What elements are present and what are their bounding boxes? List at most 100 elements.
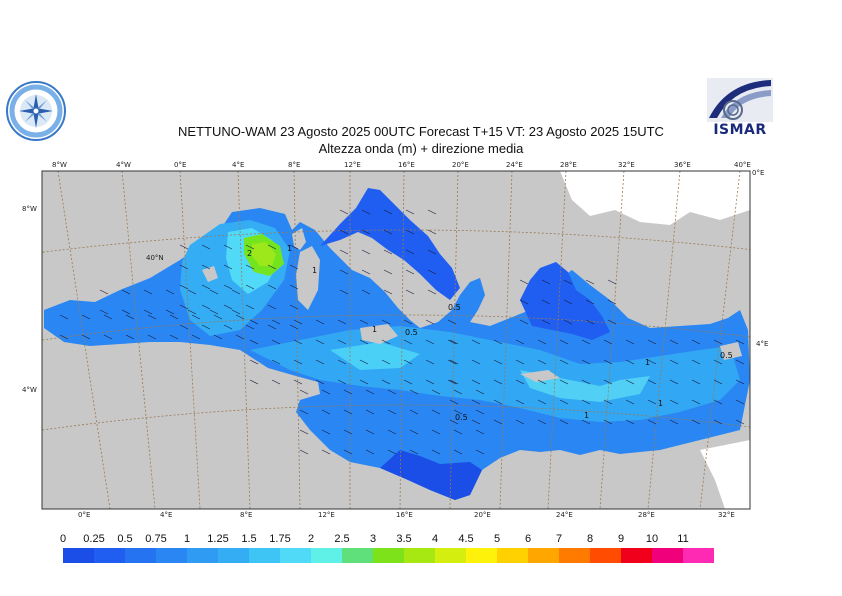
contour-label: 0.5: [720, 351, 733, 360]
longitude-tick-label: 32°E: [618, 161, 635, 169]
direction-arrow: [99, 309, 109, 315]
direction-arrow: [559, 399, 569, 405]
direction-arrow: [231, 289, 241, 295]
direction-arrow: [563, 299, 573, 305]
contour-label: 1: [287, 244, 292, 253]
direction-arrow: [201, 284, 211, 290]
direction-arrow: [691, 359, 701, 365]
direction-arrow: [669, 379, 679, 385]
direction-arrow: [359, 379, 369, 385]
legend-label: 0.25: [83, 533, 105, 545]
direction-arrow: [267, 264, 277, 270]
contour-label: 1: [658, 399, 663, 408]
direction-arrow: [293, 359, 303, 365]
direction-arrow: [475, 409, 485, 415]
direction-arrow: [691, 419, 701, 425]
direction-arrow: [59, 334, 69, 340]
wave-height-map: 2 1 1 0.5 0.5 1 0.5 1 1 0.5 1 8°W 4°W 0°E 4…: [22, 161, 768, 519]
direction-arrow: [453, 449, 463, 455]
direction-arrow: [299, 389, 309, 395]
direction-arrow: [249, 359, 259, 365]
longitude-tick-label: 40°E: [734, 161, 751, 169]
direction-arrow: [449, 379, 459, 385]
direction-arrow: [293, 339, 303, 345]
direction-arrow: [223, 264, 233, 270]
direction-arrow: [425, 339, 435, 345]
direction-arrow: [321, 429, 331, 435]
direction-arrow: [603, 399, 613, 405]
longitude-tick-label: 8°E: [240, 511, 252, 519]
direction-arrow: [427, 249, 437, 255]
direction-arrow: [165, 309, 175, 315]
direction-arrow: [647, 399, 657, 405]
direction-arrow: [143, 309, 153, 315]
direction-arrow: [563, 279, 573, 285]
direction-arrow: [669, 399, 679, 405]
direction-arrow: [559, 359, 569, 365]
direction-arrow: [691, 339, 701, 345]
direction-arrow: [405, 269, 415, 275]
legend-swatch: [249, 548, 280, 563]
bottom-longitude-ticks: 0°E 4°E 8°E 12°E 16°E 20°E 24°E 28°E 32°E: [78, 511, 735, 519]
ice-mask-upper: [560, 171, 750, 225]
direction-arrow: [381, 379, 391, 385]
direction-arrow: [425, 379, 435, 385]
direction-arrow: [387, 449, 397, 455]
direction-arrow: [147, 334, 157, 340]
direction-arrow: [245, 244, 255, 250]
contour-label: 0.5: [405, 328, 418, 337]
direction-arrow: [121, 309, 131, 315]
direction-arrow: [179, 324, 189, 330]
direction-arrow: [669, 419, 679, 425]
direction-arrow: [427, 229, 437, 235]
direction-arrow: [405, 289, 415, 295]
edge-arrow-icon: [752, 332, 762, 366]
legend-label: 2: [307, 533, 315, 545]
direction-arrow: [735, 339, 745, 345]
direction-arrow: [381, 319, 391, 325]
direction-arrow: [179, 284, 189, 290]
direction-arrow: [223, 304, 233, 310]
longitude-tick-label: 4°E: [232, 161, 244, 169]
direction-arrow: [603, 359, 613, 365]
direction-arrow: [315, 339, 325, 345]
direction-arrow: [213, 334, 223, 340]
lat-label: 8°W: [22, 205, 37, 213]
direction-arrow: [365, 449, 375, 455]
direction-arrow: [647, 359, 657, 365]
direction-arrow: [361, 209, 371, 215]
direction-arrow: [425, 319, 435, 325]
direction-arrow: [427, 209, 437, 215]
direction-arrow: [603, 379, 613, 385]
lat-label: 40°N: [146, 254, 164, 262]
direction-arrow: [409, 389, 419, 395]
direction-arrow: [321, 409, 331, 415]
direction-arrow: [249, 379, 259, 385]
direction-arrow: [209, 289, 219, 295]
direction-arrow: [383, 229, 393, 235]
longitude-tick-label: 4°E: [160, 511, 172, 519]
direction-arrow: [713, 359, 723, 365]
direction-arrow: [103, 314, 113, 320]
legend-swatch: [373, 548, 404, 563]
longitude-tick-label: 8°W: [52, 161, 67, 169]
direction-arrow: [245, 304, 255, 310]
direction-arrow: [169, 334, 179, 340]
direction-arrow: [515, 359, 525, 365]
longitude-tick-label: 24°E: [506, 161, 523, 169]
legend-swatch: [435, 548, 466, 563]
sea-area: [44, 188, 750, 500]
lat-label: 4°E: [756, 340, 768, 348]
longitude-tick-label: 20°E: [474, 511, 491, 519]
direction-arrow: [361, 229, 371, 235]
direction-arrow: [271, 359, 281, 365]
legend-swatch: [311, 548, 342, 563]
direction-arrow: [179, 244, 189, 250]
direction-arrow: [359, 339, 369, 345]
direction-arrow: [293, 319, 303, 325]
legend-swatch: [218, 548, 249, 563]
direction-arrow: [103, 334, 113, 340]
longitude-tick-label: 36°E: [674, 161, 691, 169]
direction-arrow: [267, 284, 277, 290]
legend-color-bar: [63, 548, 714, 563]
